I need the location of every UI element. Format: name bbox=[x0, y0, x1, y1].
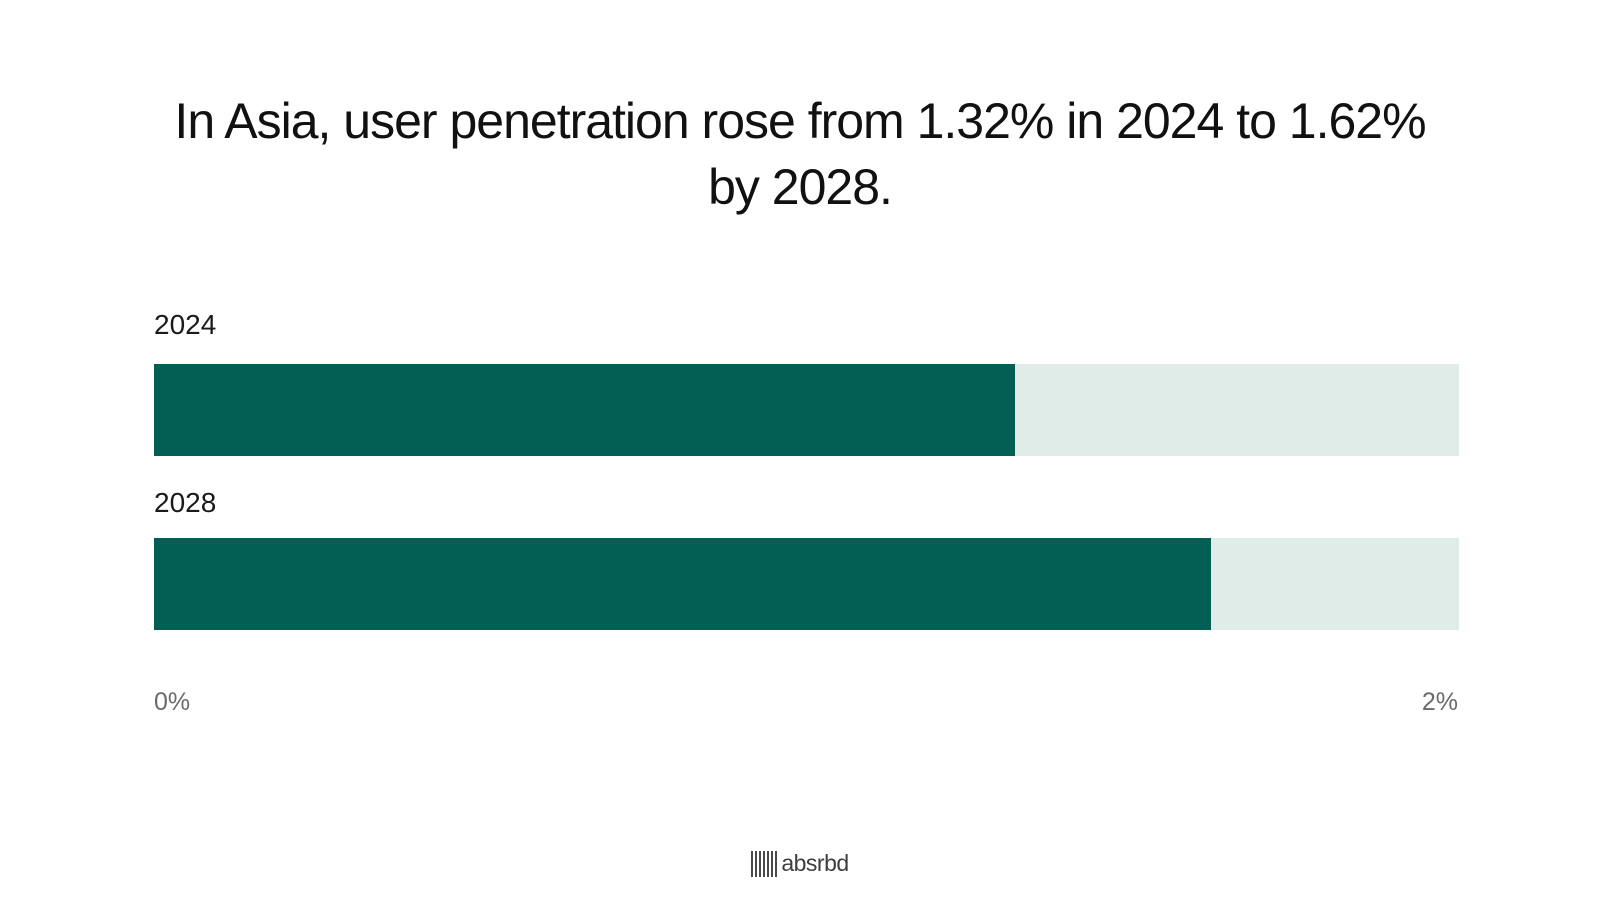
bar-2028 bbox=[154, 538, 1212, 630]
barcode-icon bbox=[751, 850, 778, 877]
bar-label-2028: 2028 bbox=[154, 487, 217, 518]
bar-track-2024 bbox=[154, 364, 1459, 456]
bar-track-2028 bbox=[154, 538, 1459, 630]
x-tick-max: 2% bbox=[1421, 688, 1458, 716]
brand-logo: absrbd bbox=[751, 850, 849, 877]
bar-2024 bbox=[154, 364, 1016, 456]
chart-title: In Asia, user penetration rose from 1.32… bbox=[174, 93, 1426, 215]
bar-label-2024: 2024 bbox=[154, 309, 217, 340]
brand-name: absrbd bbox=[781, 850, 849, 876]
footer: absrbd bbox=[0, 850, 1600, 877]
x-tick-min: 0% bbox=[154, 688, 191, 716]
